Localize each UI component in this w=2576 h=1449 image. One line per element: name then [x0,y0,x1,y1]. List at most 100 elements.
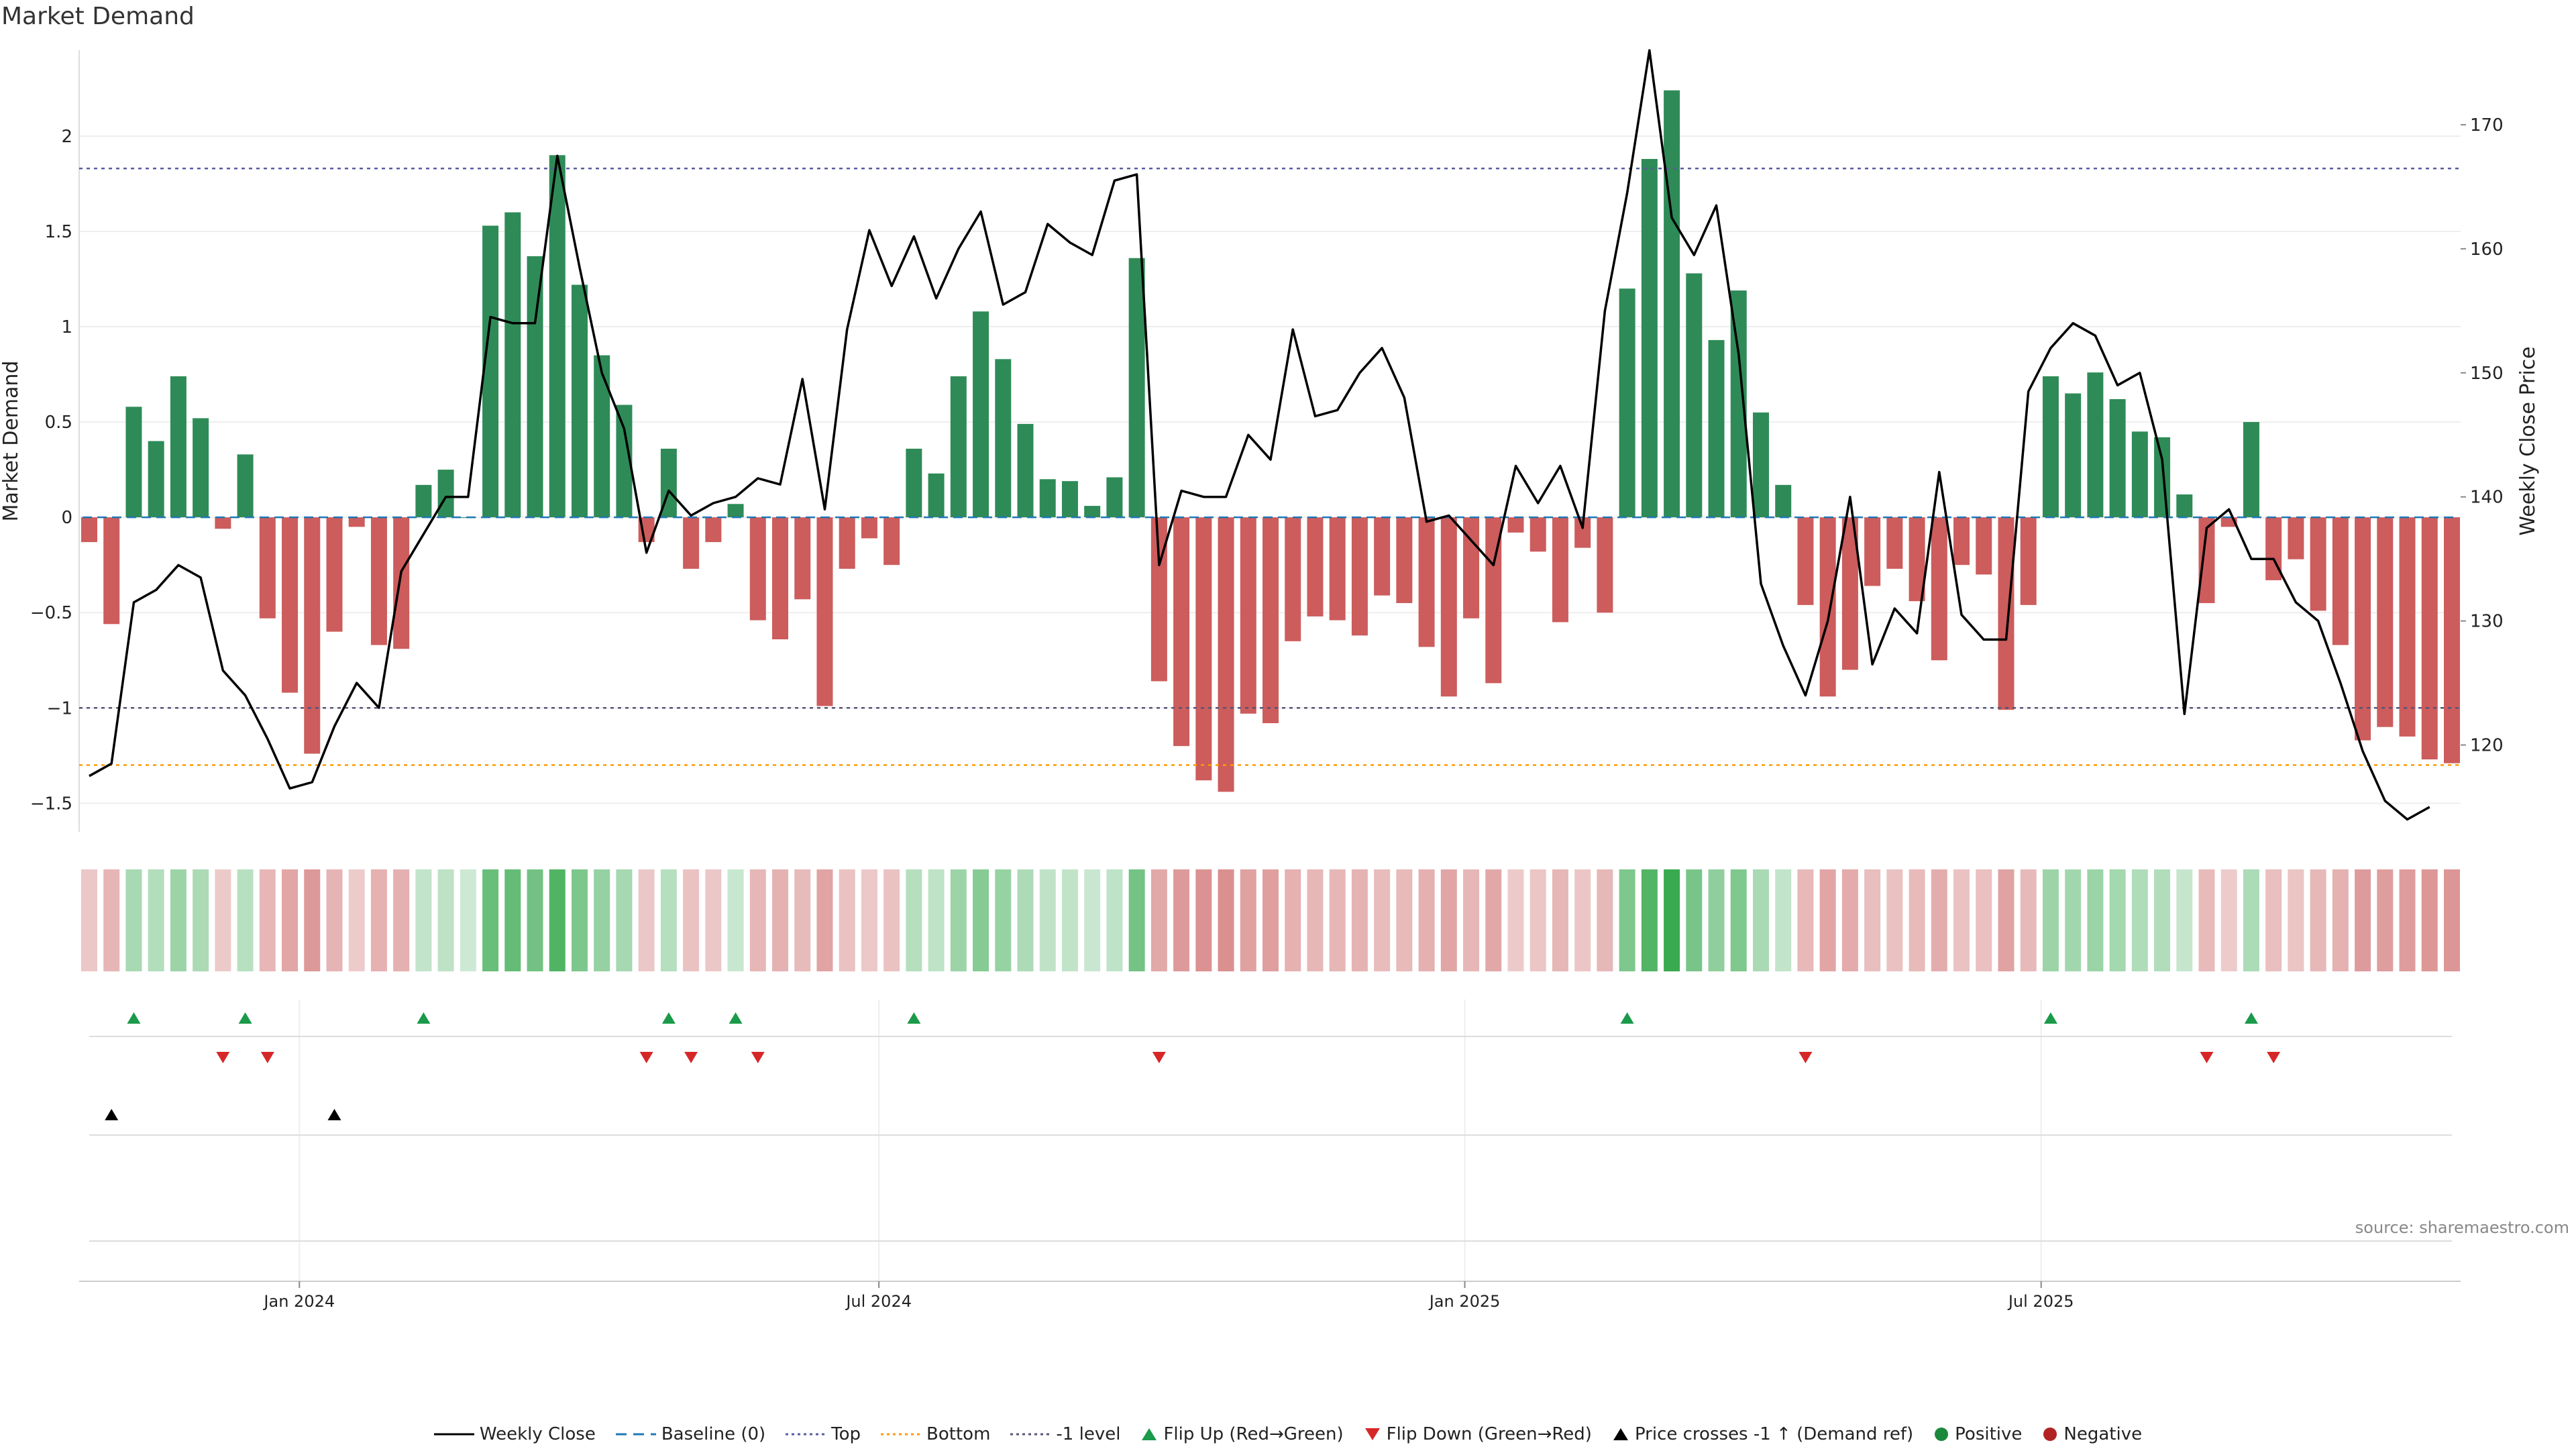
demand-bar [839,517,855,569]
demand-bar [437,470,454,518]
legend-label: Flip Down (Green→Red) [1386,1424,1592,1444]
legend-label: Positive [1955,1424,2023,1444]
heat-cell [1730,869,1747,971]
demand-bar [2109,398,2126,518]
demand-bar [705,517,722,543]
heat-cell [2109,869,2126,971]
triangle-up-icon [1142,1428,1157,1440]
demand-bar [1418,517,1435,647]
heat-cell [1307,869,1324,971]
heat-cell [1931,869,1947,971]
heat-cell [326,869,343,971]
demand-bar [2310,517,2326,611]
demand-bar [1195,517,1212,781]
demand-bar [482,225,499,518]
heat-cell [1752,869,1769,971]
heat-cell [1173,869,1190,971]
heat-cell [2310,869,2326,971]
demand-bar [1664,90,1680,518]
demand-bar [1507,517,1524,533]
demand-bar [772,517,789,640]
demand-bar [1128,258,1145,518]
demand-bar [1061,481,1078,518]
heat-cell [1150,869,1167,971]
heat-cell [2288,869,2304,971]
heat-cell [282,869,299,971]
demand-bar [1106,477,1123,518]
heat-cell [2265,869,2282,971]
heat-cell [2198,869,2215,971]
demand-bar [1597,517,1613,613]
heat-cell [1195,869,1212,971]
heat-cell [995,869,1012,971]
demand-bar [816,517,833,706]
demand-bar [1886,517,1903,569]
flip-down-marker [639,1052,653,1063]
flip-up-marker [417,1012,431,1024]
legend-label: Weekly Close [479,1424,596,1444]
demand-bar [571,284,588,518]
heat-cell [1240,869,1256,971]
heat-cell [1218,869,1234,971]
heat-cell [170,869,186,971]
heat-cell [2020,869,2037,971]
heat-cell [1574,869,1591,971]
heat-cell [1507,869,1524,971]
line-swatch-icon [433,1433,474,1436]
demand-bar [749,517,766,621]
flip-down-marker [1799,1052,1813,1063]
heat-cell [1285,869,1301,971]
demand-bar [2020,517,2037,605]
heat-cell [772,869,789,971]
y2-axis-label: Weekly Close Price [2516,346,2540,535]
heat-cell [1619,869,1635,971]
legend-minus1-level: -1 level [1010,1424,1120,1444]
y2-tick-label: 140 [2470,488,2504,508]
heat-cell [1463,869,1480,971]
demand-bar [370,517,387,645]
source-attribution: source: sharemaestro.com [2355,1218,2569,1237]
demand-bar [1329,517,1346,621]
demand-bar [1864,517,1881,586]
demand-bar [1552,517,1568,623]
heat-cell [2444,869,2460,971]
dashed-line-swatch-icon [615,1433,656,1436]
heat-cell [125,869,142,971]
heat-cell [2065,869,2082,971]
heat-cell [660,869,677,971]
demand-bar [1039,479,1056,518]
flip-up-marker [127,1012,141,1024]
flip-down-marker [684,1052,698,1063]
x-tick-label: Jan 2025 [1428,1292,1501,1311]
demand-bar [950,376,967,518]
chart-title: Market Demand [1,3,195,30]
heat-cell [2243,869,2259,971]
x-tick-label: Jul 2025 [2007,1292,2074,1311]
legend-flip-down: Flip Down (Green→Red) [1364,1424,1592,1444]
heat-cell [1797,869,1814,971]
heat-cell [594,869,610,971]
demand-bar [973,311,989,518]
demand-bar [683,517,700,569]
dotted-line-swatch-icon [881,1433,922,1436]
price-cross-marker [327,1109,341,1120]
demand-bar [2243,422,2259,518]
heat-cell [549,869,566,971]
heat-cell [1128,869,1145,971]
x-tick-label: Jul 2024 [845,1292,912,1311]
demand-bar [883,517,900,566]
dotted-line-swatch-icon [1010,1433,1051,1436]
flip-down-marker [751,1052,765,1063]
flip-down-marker [2200,1052,2214,1063]
flip-up-marker [2043,1012,2057,1024]
y2-tick-label: 150 [2470,364,2504,384]
heat-cell [2399,869,2416,971]
legend-price-cross: Price crosses -1 ↑ (Demand ref) [1612,1424,1913,1444]
demand-bar [148,441,164,518]
flip-down-marker [2267,1052,2281,1063]
y-tick-label: −0.5 [30,603,72,623]
heat-cell [1909,869,1925,971]
demand-bar [861,517,877,539]
legend-weekly-close: Weekly Close [433,1424,596,1444]
heat-cell [839,869,855,971]
